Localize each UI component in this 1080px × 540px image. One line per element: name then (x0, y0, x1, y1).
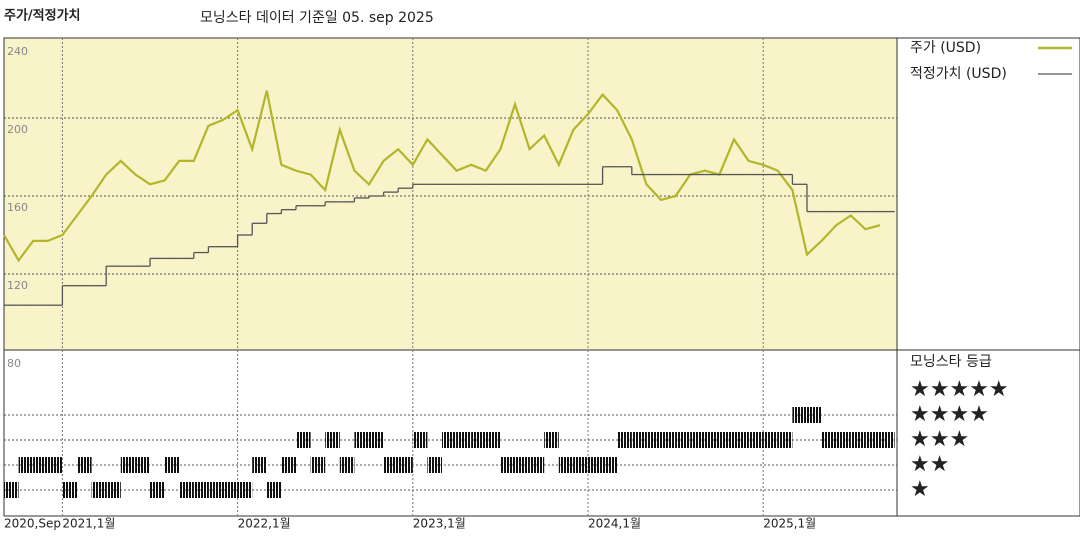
rating-bar (62, 482, 77, 498)
rating-bar (18, 457, 34, 473)
y-tick-label: 200 (7, 123, 28, 136)
rating-bar (77, 457, 92, 473)
rating-level: ★★★★★ (910, 377, 1009, 402)
rating-bar (427, 457, 442, 473)
frame (3, 37, 1080, 517)
rating-bar (223, 482, 238, 498)
rating-bar (135, 457, 150, 473)
rating-bar (631, 432, 647, 448)
rating-bar (558, 457, 574, 473)
y-tick-label: 240 (7, 45, 28, 58)
rating-bar (398, 457, 413, 473)
rating-bar (106, 482, 121, 498)
x-tick-label: 2022,1월 (238, 517, 291, 531)
rating-bar (807, 407, 822, 423)
rating-bar (675, 432, 691, 448)
rating-level: ★★★★ (910, 402, 989, 427)
x-tick-label: 2024,1월 (588, 517, 641, 531)
rating-bar (150, 482, 165, 498)
rating-bar (325, 432, 340, 448)
legend-label: 적정가치 (USD) (910, 66, 1007, 82)
rating-bar (179, 482, 194, 498)
rating-bar (602, 457, 618, 473)
rating-bar (266, 482, 282, 498)
y-tick-label: 120 (7, 279, 28, 292)
rating-bar (442, 432, 457, 448)
rating-bar (383, 457, 399, 473)
rating-bar (412, 432, 428, 448)
rating-bar (661, 432, 676, 448)
rating-bar (456, 432, 472, 448)
price-panel (4, 38, 897, 350)
rating-bar (865, 432, 880, 448)
rating-bar (544, 432, 559, 448)
chart-title: 주가/적정가치 (4, 8, 81, 24)
rating-bar (296, 432, 311, 448)
rating-bar (339, 457, 355, 473)
rating-bar (237, 482, 253, 498)
rating-bar (777, 432, 793, 448)
rating-bar (208, 482, 223, 498)
rating-bar (748, 432, 764, 448)
rating-bar (850, 432, 866, 448)
rating-bar (485, 432, 501, 448)
rating-bar (369, 432, 384, 448)
rating-bar (588, 457, 603, 473)
rating-bar (646, 432, 661, 448)
rating-bar (704, 432, 720, 448)
x-tick-label: 2023,1월 (413, 517, 466, 531)
chart-subtitle: 모닝스타 데이터 기준일 05. sep 2025 (200, 10, 434, 26)
rating-bar (47, 457, 63, 473)
rating-bar (120, 457, 136, 473)
rating-bar (515, 457, 530, 473)
rating-bar (573, 457, 588, 473)
rating-bar (354, 432, 369, 448)
rating-level: ★ (910, 477, 930, 502)
rating-bar (763, 432, 778, 448)
ratings-title: 모닝스타 등급 (910, 354, 992, 370)
rating-bar (792, 407, 807, 423)
rating-bar (310, 457, 326, 473)
y-tick-label: 80 (7, 357, 21, 370)
rating-bar (880, 432, 895, 448)
rating-bar (529, 457, 545, 473)
price-line (3, 90, 881, 263)
rating-bar (33, 457, 48, 473)
y-tick-label: 160 (7, 201, 28, 214)
x-tick-label: 2020,Sep (4, 517, 61, 531)
rating-bar (836, 432, 851, 448)
rating-bar (471, 432, 486, 448)
legend-label: 주가 (USD) (910, 40, 981, 56)
rating-level: ★★★ (910, 427, 969, 452)
x-tick-label: 2021,1월 (62, 517, 115, 531)
x-tick-label: 2025,1월 (763, 517, 816, 531)
rating-bar (617, 432, 632, 448)
rating-bar (4, 482, 19, 498)
rating-bar (821, 432, 837, 448)
rating-level: ★★ (910, 452, 949, 477)
rating-bar (281, 457, 296, 473)
rating-bar (719, 432, 734, 448)
rating-bar (91, 482, 107, 498)
rating-bar (252, 457, 267, 473)
rating-bar (193, 482, 209, 498)
rating-bar (164, 457, 180, 473)
rating-bar (690, 432, 705, 448)
rating-bar (734, 432, 749, 448)
rating-bar (500, 457, 515, 473)
